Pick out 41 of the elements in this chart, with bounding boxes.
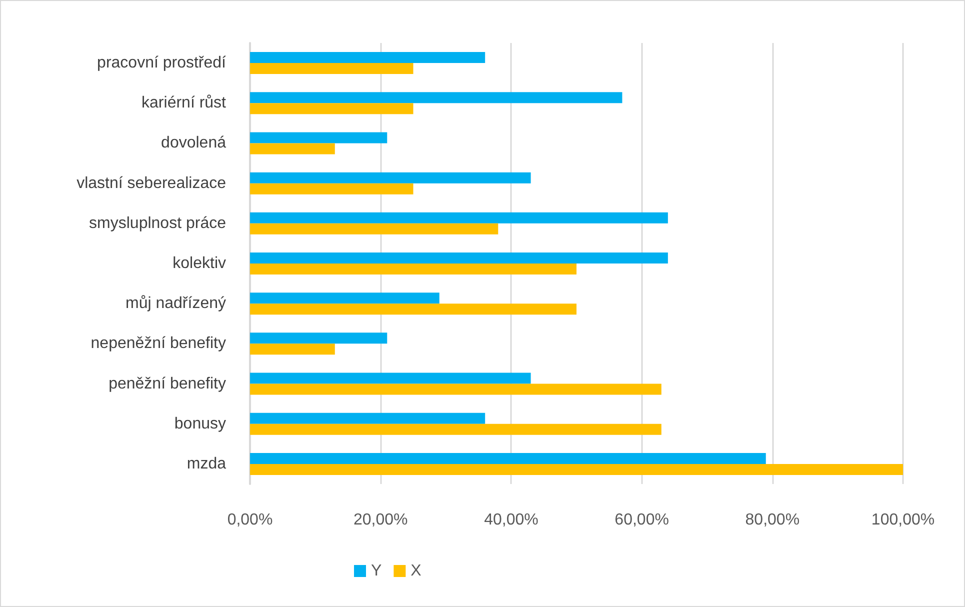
bar <box>250 384 662 395</box>
bar <box>250 223 498 234</box>
bar <box>250 92 622 104</box>
bar <box>250 452 766 464</box>
y-tick-label: smysluplnost práce <box>89 214 226 232</box>
y-tick-label: bonusy <box>174 415 226 432</box>
x-tick-label: 80,00% <box>745 512 800 528</box>
y-tick-label: vlastní seberealizace <box>76 174 226 192</box>
bar <box>250 264 576 274</box>
bar <box>250 252 668 264</box>
bar <box>250 424 662 435</box>
bar <box>250 52 486 64</box>
y-tick-label: kolektiv <box>172 255 226 272</box>
bar <box>250 344 335 355</box>
bar <box>250 143 335 154</box>
x-tick-label: 0,00% <box>227 512 273 528</box>
y-tick-label: peněžní benefity <box>108 375 226 392</box>
bar <box>250 172 531 184</box>
bar <box>250 63 414 74</box>
bar <box>250 412 486 424</box>
x-tick-label: 40,00% <box>484 512 538 528</box>
y-tick-label: pracovní prostředí <box>97 54 227 72</box>
y-tick-label: nepeněžní benefity <box>90 335 226 352</box>
bar <box>250 103 414 114</box>
legend-label: Y <box>371 562 382 580</box>
bar <box>250 332 388 344</box>
bar <box>250 183 414 194</box>
x-tick-label: 20,00% <box>353 512 408 528</box>
bar <box>250 304 576 315</box>
y-tick-label: dovolená <box>161 134 226 152</box>
x-tick-label: 100,00% <box>871 512 935 528</box>
legend-label: X <box>410 562 422 580</box>
y-tick-label: mzda <box>186 455 226 472</box>
y-tick-label: kariérní růst <box>142 94 227 112</box>
x-tick-label: 60,00% <box>614 512 669 528</box>
y-tick-label: můj nadřízený <box>126 295 226 312</box>
bar <box>250 464 903 475</box>
bar <box>250 132 388 144</box>
bar <box>250 372 531 384</box>
bar <box>250 212 668 224</box>
bar <box>250 292 440 304</box>
